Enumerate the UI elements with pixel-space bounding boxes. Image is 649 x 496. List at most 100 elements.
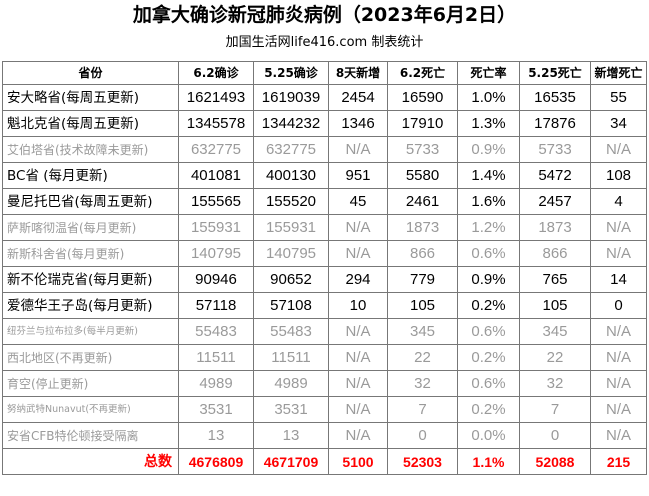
deaths-5-25-cell: 345 — [519, 318, 591, 345]
deaths-5-25-cell: 105 — [519, 292, 591, 319]
cases-5-25-cell: 400130 — [253, 162, 329, 189]
cases-5-25-cell: 55483 — [253, 318, 329, 345]
deaths-6-2-cell: 345 — [387, 318, 458, 345]
table-row: 安省CFB特伦顿接受隔离 13 13 N/A 0 0.0% 0 N/A — [2, 422, 647, 449]
cases-5-25-cell: 1619039 — [253, 84, 329, 111]
new-deaths-cell: N/A — [590, 370, 647, 397]
cases-6-2-cell: 155565 — [178, 188, 254, 215]
deaths-5-25-cell: 5472 — [519, 162, 591, 189]
cases-5-25-cell: 3531 — [253, 396, 329, 423]
death-rate-cell: 0.9% — [457, 266, 520, 293]
death-rate-cell: 0.6% — [457, 318, 520, 345]
table-row: 安大略省(每周五更新) 1621493 1619039 2454 16590 1… — [2, 84, 647, 111]
cases-5-25-cell: 4989 — [253, 370, 329, 397]
new-deaths-cell: N/A — [590, 240, 647, 267]
province-cell: 育空(停止更新) — [2, 370, 179, 397]
table-row: 努纳武特Nunavut(不再更新) 3531 3531 N/A 7 0.2% 7… — [2, 396, 647, 423]
deaths-5-25-cell: 5733 — [519, 136, 591, 163]
header-deaths-5-25: 5.25死亡 — [519, 61, 591, 85]
table-row: BC省 (每月更新) 401081 400130 951 5580 1.4% 5… — [2, 162, 647, 189]
deaths-5-25-cell: 32 — [519, 370, 591, 397]
deaths-5-25-cell: 16535 — [519, 84, 591, 111]
cases-5-25-cell: 155520 — [253, 188, 329, 215]
death-rate-cell: 0.2% — [457, 292, 520, 319]
cases-6-2-cell: 632775 — [178, 136, 254, 163]
deaths-6-2-cell: 16590 — [387, 84, 458, 111]
province-cell: 曼尼托巴省(每周五更新) — [2, 188, 179, 215]
death-rate-cell: 1.6% — [457, 188, 520, 215]
cases-6-2-cell: 3531 — [178, 396, 254, 423]
total-deaths-6-2: 52303 — [387, 448, 458, 475]
table-header-row: 省份 6.2确诊 5.25确诊 8天新增 6.2死亡 死亡率 5.25死亡 新增… — [2, 61, 647, 85]
deaths-6-2-cell: 866 — [387, 240, 458, 267]
new-deaths-cell: N/A — [590, 136, 647, 163]
cases-6-2-cell: 401081 — [178, 162, 254, 189]
cases-5-25-cell: 155931 — [253, 214, 329, 241]
province-cell: BC省 (每月更新) — [2, 162, 179, 189]
total-label: 总数 — [2, 448, 179, 475]
province-cell: 新斯科舍省(每月更新) — [2, 240, 179, 267]
new-8-days-cell: N/A — [328, 214, 388, 241]
deaths-5-25-cell: 765 — [519, 266, 591, 293]
death-rate-cell: 0.0% — [457, 422, 520, 449]
new-deaths-cell: 34 — [590, 110, 647, 137]
province-cell: 纽芬兰与拉布拉多(每半月更新) — [2, 318, 179, 345]
deaths-5-25-cell: 2457 — [519, 188, 591, 215]
province-cell: 魁北克省(每周五更新) — [2, 110, 179, 137]
deaths-6-2-cell: 5733 — [387, 136, 458, 163]
new-deaths-cell: 108 — [590, 162, 647, 189]
cases-6-2-cell: 1345578 — [178, 110, 254, 137]
new-8-days-cell: 45 — [328, 188, 388, 215]
cases-6-2-cell: 57118 — [178, 292, 254, 319]
table-row: 育空(停止更新) 4989 4989 N/A 32 0.6% 32 N/A — [2, 370, 647, 397]
new-8-days-cell: N/A — [328, 136, 388, 163]
new-deaths-cell: 4 — [590, 188, 647, 215]
death-rate-cell: 1.2% — [457, 214, 520, 241]
province-cell: 安省CFB特伦顿接受隔离 — [2, 422, 179, 449]
death-rate-cell: 1.3% — [457, 110, 520, 137]
total-deaths-5-25: 52088 — [519, 448, 591, 475]
table-row: 新不伦瑞克省(每月更新) 90946 90652 294 779 0.9% 76… — [2, 266, 647, 293]
new-deaths-cell: 0 — [590, 292, 647, 319]
province-cell: 努纳武特Nunavut(不再更新) — [2, 396, 179, 423]
province-cell: 艾伯塔省(技术故障未更新) — [2, 136, 179, 163]
page-title: 加拿大确诊新冠肺炎病例（2023年6月2日） — [132, 4, 517, 26]
cases-6-2-cell: 4989 — [178, 370, 254, 397]
header-deaths-6-2: 6.2死亡 — [387, 61, 458, 85]
new-deaths-cell: N/A — [590, 422, 647, 449]
province-cell: 安大略省(每周五更新) — [2, 84, 179, 111]
deaths-6-2-cell: 105 — [387, 292, 458, 319]
new-deaths-cell: 55 — [590, 84, 647, 111]
deaths-6-2-cell: 32 — [387, 370, 458, 397]
new-deaths-cell: N/A — [590, 318, 647, 345]
table-row: 爱德华王子岛(每月更新) 57118 57108 10 105 0.2% 105… — [2, 292, 647, 319]
cases-6-2-cell: 155931 — [178, 214, 254, 241]
total-new-deaths: 215 — [590, 448, 647, 475]
total-row: 总数 4676809 4671709 5100 52303 1.1% 52088… — [2, 448, 647, 475]
cases-5-25-cell: 57108 — [253, 292, 329, 319]
total-cases-6-2: 4676809 — [178, 448, 254, 475]
new-8-days-cell: 10 — [328, 292, 388, 319]
cases-5-25-cell: 632775 — [253, 136, 329, 163]
header-death-rate: 死亡率 — [457, 61, 520, 85]
deaths-6-2-cell: 2461 — [387, 188, 458, 215]
total-cases-5-25: 4671709 — [253, 448, 329, 475]
death-rate-cell: 1.4% — [457, 162, 520, 189]
deaths-5-25-cell: 17876 — [519, 110, 591, 137]
covid-cases-table: 省份 6.2确诊 5.25确诊 8天新增 6.2死亡 死亡率 5.25死亡 新增… — [2, 61, 647, 475]
death-rate-cell: 0.9% — [457, 136, 520, 163]
cases-5-25-cell: 140795 — [253, 240, 329, 267]
cases-5-25-cell: 13 — [253, 422, 329, 449]
table-row: 曼尼托巴省(每周五更新) 155565 155520 45 2461 1.6% … — [2, 188, 647, 215]
header-new-deaths: 新增死亡 — [590, 61, 647, 85]
deaths-6-2-cell: 7 — [387, 396, 458, 423]
deaths-6-2-cell: 17910 — [387, 110, 458, 137]
deaths-5-25-cell: 7 — [519, 396, 591, 423]
header-new-8-days: 8天新增 — [328, 61, 388, 85]
province-cell: 爱德华王子岛(每月更新) — [2, 292, 179, 319]
death-rate-cell: 0.2% — [457, 396, 520, 423]
new-deaths-cell: N/A — [590, 396, 647, 423]
new-8-days-cell: 951 — [328, 162, 388, 189]
header-cases-6-2: 6.2确诊 — [178, 61, 254, 85]
death-rate-cell: 0.6% — [457, 240, 520, 267]
